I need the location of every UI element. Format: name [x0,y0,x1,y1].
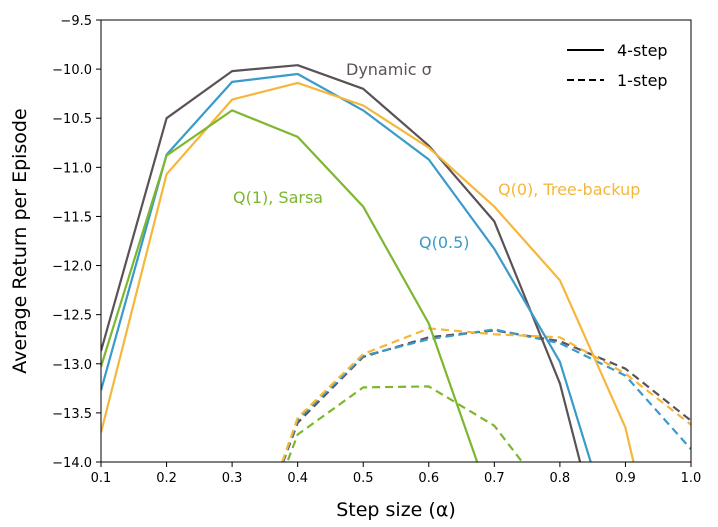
tick-marks [96,19,692,467]
x-tick-label: 0.6 [418,471,439,486]
series-label-dynamic-sigma: Dynamic σ [346,60,432,79]
x-tick-label: 0.2 [156,471,177,486]
y-axis-title: Average Return per Episode [9,108,31,373]
x-tick-label: 0.5 [353,471,374,486]
x-axis-title: Step size (α) [336,499,456,521]
y-tick-label: −13.0 [52,358,92,373]
x-tick-label: 0.9 [615,471,636,486]
x-tick-label: 0.3 [222,471,243,486]
series-line-dashed-1 [281,328,691,462]
y-tick-label: −10.0 [52,63,92,78]
series-label-q-half: Q(0.5) [419,233,470,252]
series-line-solid-6 [101,81,635,462]
x-tick-label: 0.4 [287,471,308,486]
series-label-q-zero-tree-backup: Q(0), Tree-backup [498,180,640,199]
series-line-solid-7 [101,109,479,462]
series-line-dashed-2 [280,327,691,462]
series-line-solid-5 [101,72,592,462]
tick-labels: 0.1 0.2 0.3 0.4 0.5 0.6 0.7 0.8 0.9 1.0 −9.5 −10.0 −… [52,14,701,486]
x-tick-label: 1.0 [681,471,702,486]
y-tick-label: −12.5 [52,309,92,324]
legend: 4-step 1-step [567,41,668,90]
y-tick-label: −9.5 [60,14,92,29]
x-tick-label: 0.8 [550,471,571,486]
y-tick-label: −11.5 [52,210,92,225]
x-tick-label: 0.7 [484,471,505,486]
x-tick-label: 0.1 [91,471,112,486]
series-label-q-one-sarsa: Q(1), Sarsa [233,188,323,207]
plot-frame [100,19,692,463]
y-tick-label: −11.0 [52,161,92,176]
y-tick-label: −12.0 [52,260,92,275]
series-lines [101,64,691,462]
y-tick-label: −14.0 [52,456,92,471]
legend-label-1-step: 1-step [617,71,668,90]
series-line-solid-4 [101,64,582,462]
y-tick-label: −13.5 [52,407,92,422]
y-tick-label: −10.5 [52,112,92,127]
legend-label-4-step: 4-step [617,41,668,60]
